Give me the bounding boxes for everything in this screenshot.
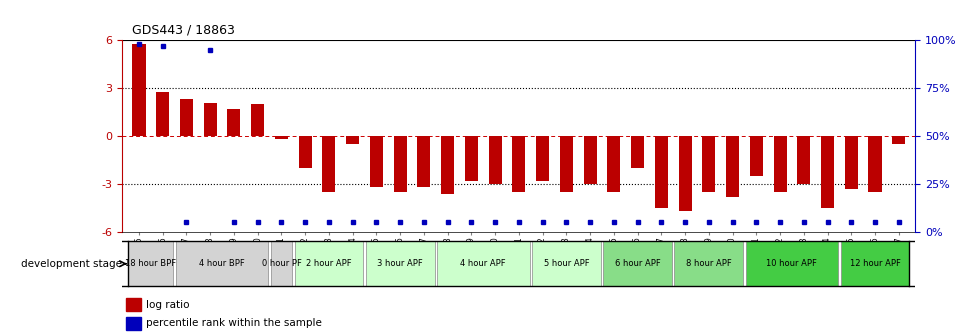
Text: development stage: development stage [21,259,122,269]
Bar [844,136,857,189]
Bar [678,136,690,211]
Bar [749,136,762,176]
Bar [126,298,141,311]
Text: 4 hour BPF: 4 hour BPF [199,259,244,268]
Bar [606,136,620,192]
Text: 3 hour APF: 3 hour APF [377,259,422,268]
FancyBboxPatch shape [176,241,268,286]
Bar [583,136,596,184]
Bar [867,136,880,192]
Bar [701,136,715,192]
Bar [322,136,335,192]
Bar [773,136,785,192]
Bar [654,136,667,208]
Bar [346,136,359,144]
Bar [126,317,141,330]
FancyBboxPatch shape [840,241,909,286]
Bar [726,136,738,197]
FancyBboxPatch shape [366,241,434,286]
Bar [251,104,264,136]
Text: 10 hour APF: 10 hour APF [766,259,817,268]
Bar [417,136,430,187]
Text: 0 hour PF: 0 hour PF [261,259,301,268]
Bar [511,136,525,192]
Text: 2 hour APF: 2 hour APF [306,259,351,268]
Bar [465,136,477,181]
Bar [227,109,241,136]
Bar [821,136,833,208]
FancyBboxPatch shape [531,241,600,286]
FancyBboxPatch shape [271,241,291,286]
FancyBboxPatch shape [128,241,173,286]
FancyBboxPatch shape [674,241,742,286]
Bar [298,136,311,168]
Text: 18 hour BPF: 18 hour BPF [125,259,176,268]
Bar [370,136,382,187]
FancyBboxPatch shape [294,241,363,286]
Text: 5 hour APF: 5 hour APF [543,259,589,268]
Text: GDS443 / 18863: GDS443 / 18863 [132,24,235,37]
Bar [631,136,644,168]
Text: 8 hour APF: 8 hour APF [686,259,731,268]
Bar [488,136,501,184]
Bar [393,136,406,192]
Bar [203,102,216,136]
FancyBboxPatch shape [602,241,671,286]
Text: 6 hour APF: 6 hour APF [614,259,660,268]
Text: 12 hour APF: 12 hour APF [849,259,900,268]
Bar [132,43,146,136]
FancyBboxPatch shape [436,241,529,286]
Text: 4 hour APF: 4 hour APF [460,259,506,268]
Bar [796,136,810,184]
Bar [891,136,905,144]
Text: log ratio: log ratio [146,300,190,310]
Bar [275,136,288,139]
Bar [536,136,549,181]
FancyBboxPatch shape [745,241,837,286]
Bar [441,136,454,194]
Bar [156,92,169,136]
Bar [180,99,193,136]
Bar [559,136,572,192]
Text: percentile rank within the sample: percentile rank within the sample [146,319,322,328]
